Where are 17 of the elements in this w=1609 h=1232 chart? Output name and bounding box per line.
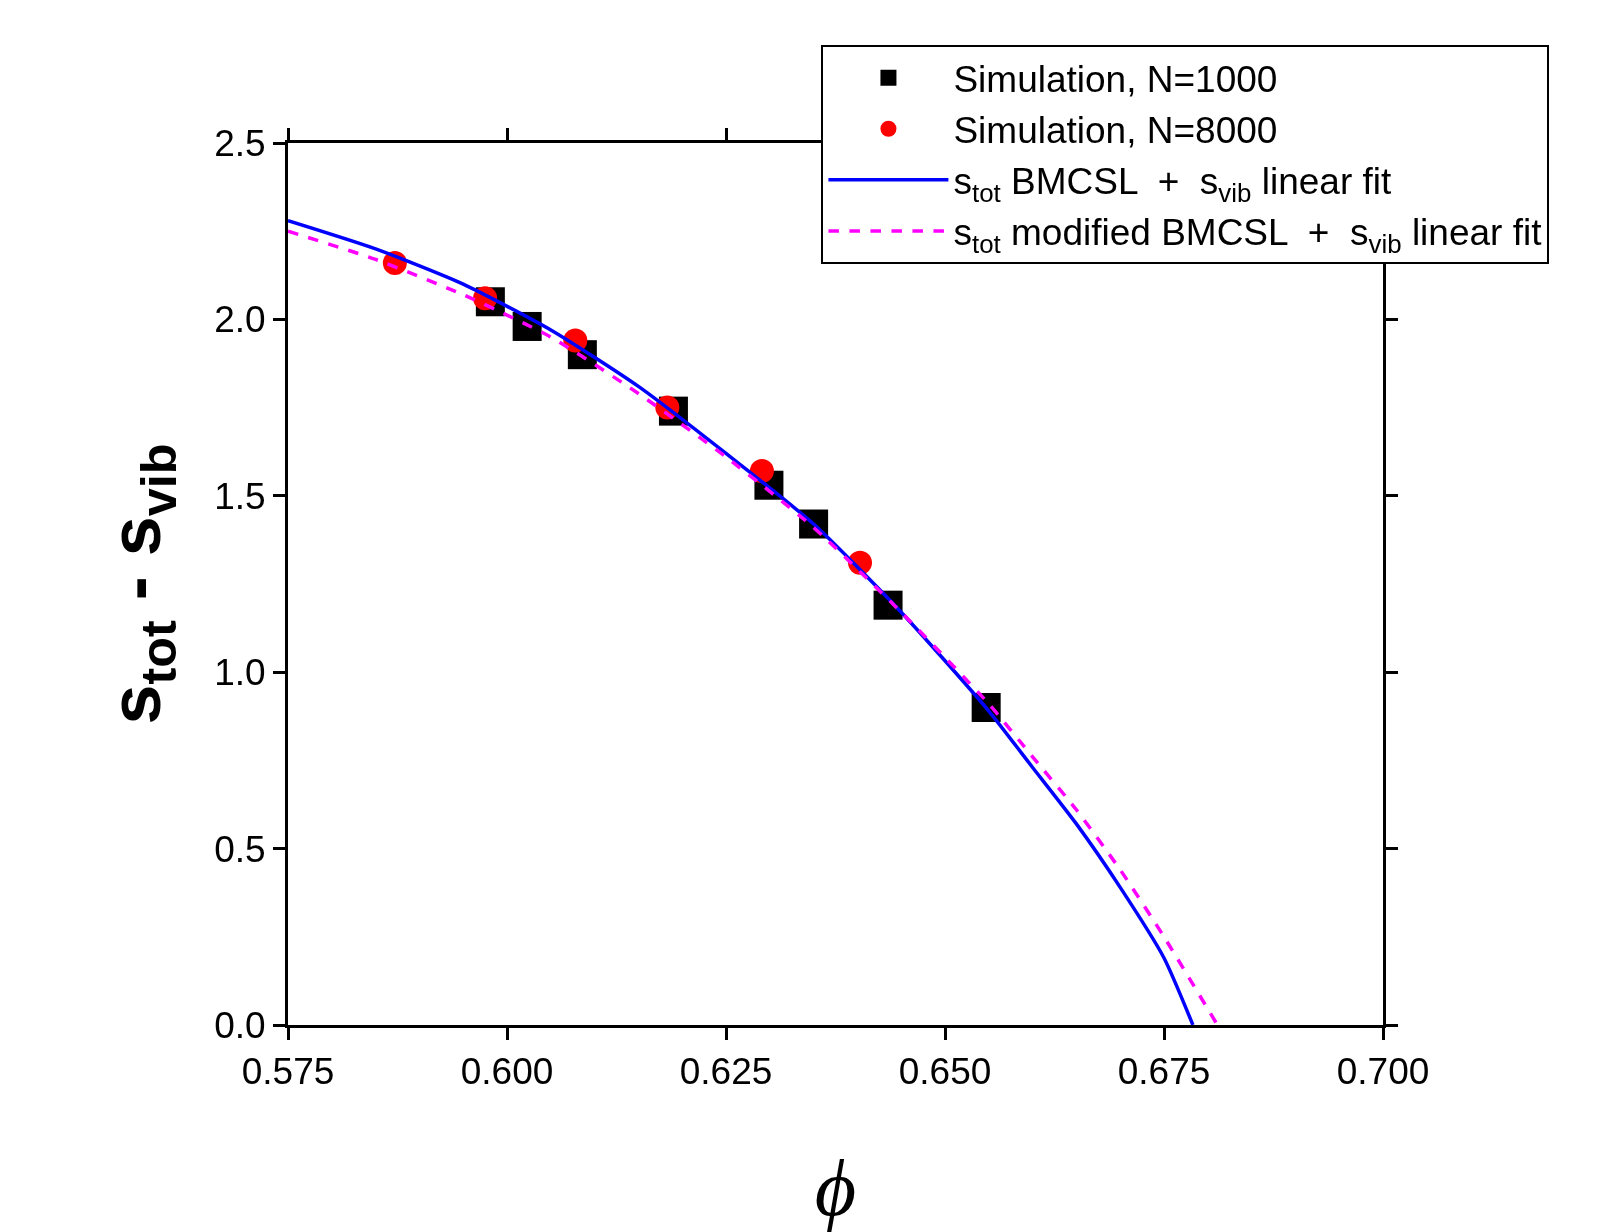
y-tick-label: 0.5 xyxy=(214,828,266,870)
x-tick-label: 0.600 xyxy=(460,1051,554,1093)
legend-label: Simulation, N=1000 xyxy=(953,59,1278,101)
y-tick-label: 1.5 xyxy=(214,475,266,517)
x-tick-label: 0.700 xyxy=(1336,1051,1430,1093)
legend-label: Simulation, N=8000 xyxy=(953,110,1278,152)
y-tick-label: 1.0 xyxy=(214,652,266,694)
y-tick-label: 2.0 xyxy=(214,299,266,341)
legend-label: s$_{tot}$ BMCSL + s$_{vib}$ linear fit xyxy=(953,161,1393,208)
x-tick-label: 0.650 xyxy=(898,1051,992,1093)
x-tick-label: 0.675 xyxy=(1117,1051,1211,1093)
x-axis-title: ϕ xyxy=(814,1144,857,1232)
x-tick-label: 0.575 xyxy=(241,1051,335,1093)
legend-label: s$_{tot}$ modified BMCSL + s$_{vib}$ linear fit xyxy=(953,212,1543,259)
y-tick-label: 0.0 xyxy=(214,1004,266,1046)
y-tick-label: 2.5 xyxy=(214,122,266,164)
x-tick-label: 0.625 xyxy=(679,1051,773,1093)
